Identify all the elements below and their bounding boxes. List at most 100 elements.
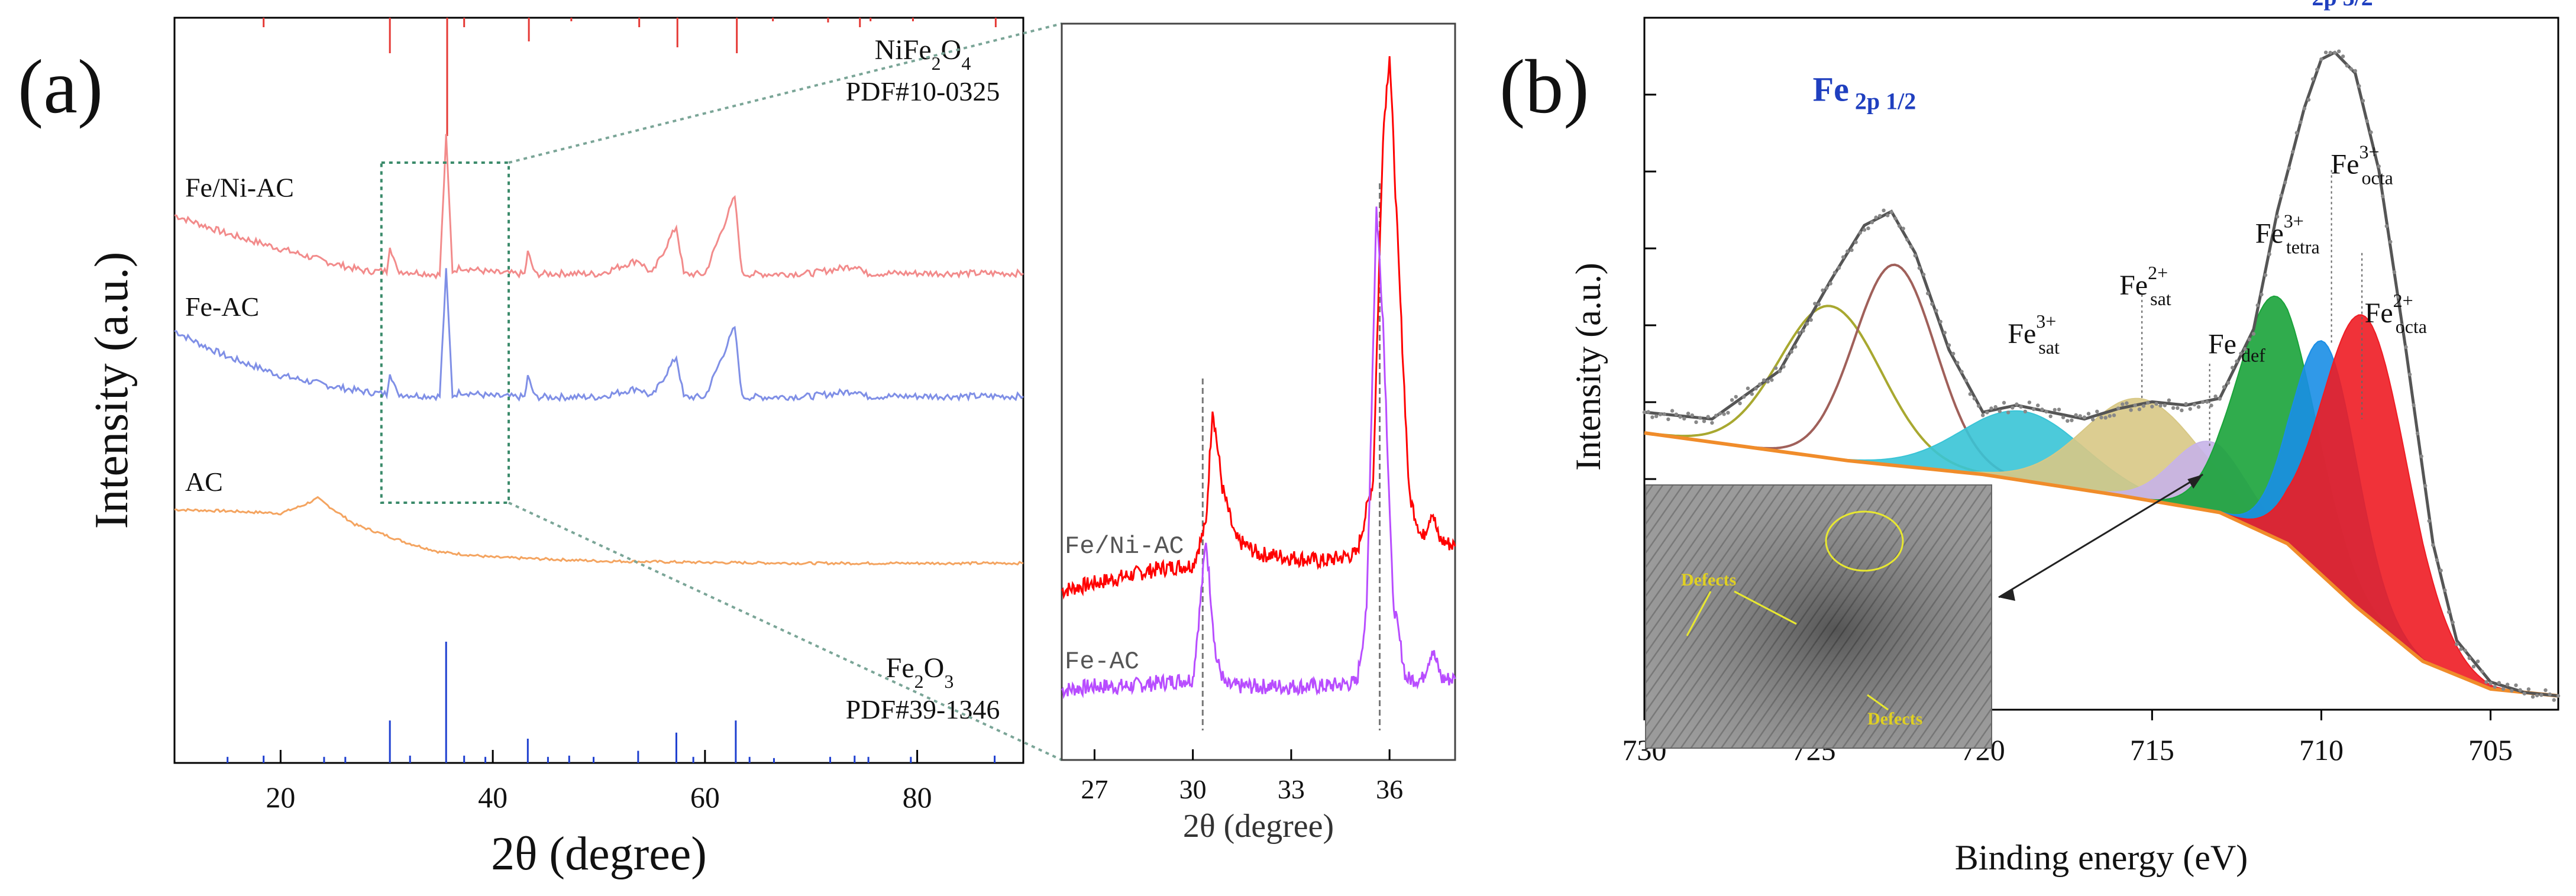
inset-frame — [1061, 22, 1456, 761]
data-point — [2361, 99, 2365, 103]
data-point — [2439, 568, 2443, 572]
data-point — [2247, 337, 2251, 341]
data-point — [2184, 402, 2188, 406]
defect-label: Defects — [1681, 570, 1736, 590]
data-point — [1942, 331, 1947, 335]
data-point — [2283, 180, 2287, 185]
data-point — [2501, 687, 2506, 691]
data-point — [2078, 414, 2082, 418]
data-point — [2027, 400, 2032, 405]
data-point — [1654, 414, 1659, 418]
data-point — [2163, 403, 2167, 407]
data-point — [2235, 359, 2239, 364]
data-point — [1774, 366, 1778, 370]
data-point — [2006, 410, 2011, 415]
data-point — [1646, 410, 1650, 414]
data-point — [2443, 588, 2447, 593]
x-tick-label: 715 — [2130, 733, 2174, 766]
data-point — [2345, 63, 2349, 68]
data-point — [1698, 416, 1702, 420]
data-point — [1813, 302, 1817, 306]
data-point — [2459, 647, 2463, 651]
data-point — [1658, 412, 1663, 416]
panel-a-label: (a) — [18, 44, 103, 130]
data-point — [2141, 404, 2146, 408]
peak-annotation: Fe2+ octa — [2365, 290, 2427, 337]
plot-frame — [1643, 17, 2559, 711]
data-point — [1874, 215, 1878, 219]
panel-a-main-chart: 20 40 60 80 2θ (degree) Intensity (a.u.) Fe/Ni… — [86, 17, 1062, 880]
data-point — [2319, 57, 2323, 62]
x-axis-label: Binding energy (eV) — [1955, 838, 2248, 877]
data-point — [2267, 252, 2271, 256]
data-point — [1956, 361, 1960, 365]
data-point — [1690, 413, 1694, 418]
data-point — [2396, 295, 2400, 299]
data-point — [1960, 370, 1964, 374]
data-point — [1666, 417, 1670, 422]
zoom-connector — [508, 502, 1062, 761]
data-series-line — [1061, 56, 1456, 600]
data-point — [1678, 415, 1682, 419]
x-tick-label: 710 — [2299, 733, 2344, 766]
data-point — [2484, 680, 2488, 684]
data-point — [2328, 50, 2332, 55]
data-point — [1968, 392, 1972, 396]
data-point — [2036, 403, 2040, 407]
data-point — [2373, 150, 2377, 154]
data-point — [2213, 394, 2218, 399]
data-point — [2435, 558, 2439, 562]
data-point — [2463, 648, 2467, 653]
data-point — [2357, 84, 2361, 88]
plot-frame — [173, 17, 1024, 764]
data-point — [1886, 214, 1890, 218]
data-point — [1854, 240, 1858, 244]
data-point — [1897, 224, 1902, 228]
data-point — [2522, 691, 2526, 696]
data-point — [2302, 106, 2306, 111]
data-point — [1938, 319, 1942, 324]
data-point — [1985, 410, 1989, 415]
data-point — [1866, 226, 1870, 231]
data-point — [2294, 131, 2299, 135]
data-point — [2369, 130, 2373, 134]
data-point — [2349, 67, 2353, 71]
data-point — [2471, 664, 2476, 669]
data-point — [1889, 210, 1893, 214]
data-point — [2451, 620, 2455, 625]
data-point — [1909, 245, 1914, 249]
data-point — [1801, 329, 1805, 333]
data-point — [2040, 407, 2044, 412]
data-point — [2526, 687, 2531, 691]
data-point — [1726, 410, 1730, 415]
data-point — [2518, 688, 2522, 692]
data-point — [2086, 412, 2091, 416]
data-point — [1770, 378, 1774, 382]
data-point — [1926, 291, 1930, 296]
data-point — [2116, 406, 2121, 410]
series-label: Fe-AC — [1065, 648, 1139, 676]
data-point — [2271, 231, 2276, 235]
data-point — [1934, 309, 1938, 313]
data-point — [1972, 396, 1977, 401]
data-point — [1817, 302, 1821, 306]
reference-card-fe2o3: PDF#39-1346 — [846, 694, 1000, 724]
data-point — [1964, 379, 1968, 383]
data-point — [2315, 67, 2319, 72]
data-point — [2121, 402, 2125, 406]
data-point — [2103, 416, 2108, 420]
data-point — [1905, 238, 1909, 242]
data-point — [2400, 324, 2404, 328]
data-point — [2201, 400, 2205, 404]
defect-label: Defects — [1867, 709, 1922, 729]
data-point — [2002, 400, 2006, 405]
data-point — [1805, 322, 1809, 326]
data-point — [2192, 402, 2197, 407]
peak-annotation: Fe3+ tetra — [2255, 210, 2320, 257]
data-point — [1750, 392, 1754, 396]
data-point — [2209, 403, 2213, 407]
data-point — [1662, 412, 1666, 416]
x-tick-label: 36 — [1376, 774, 1403, 804]
data-point — [1785, 354, 1790, 358]
